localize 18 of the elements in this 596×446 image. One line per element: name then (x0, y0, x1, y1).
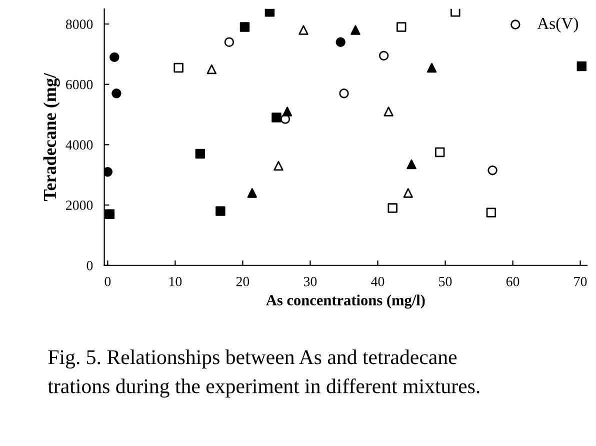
y-tick-label: 2000 (66, 200, 93, 210)
x-tick-label: 50 (439, 276, 452, 286)
x-tick-label: 60 (506, 276, 520, 286)
y-axis-title: Teradecane (mg/ (43, 72, 60, 201)
y-tick-label: 4000 (66, 140, 93, 150)
x-tick-label: 70 (574, 276, 587, 286)
x-axis-title: As concentrations (mg/l) (266, 294, 425, 309)
x-tick-label: 30 (304, 276, 317, 286)
x-tick-label: 20 (236, 276, 250, 286)
legend-label: As(V) (537, 17, 578, 32)
x-tick-label: 40 (371, 276, 384, 286)
text: trations during the experiment in different mixtures. (48, 378, 480, 398)
y-tick-label: 0 (86, 260, 93, 270)
caption: Fig. 5. Relationships between As and tetradecane (48, 350, 457, 369)
y-tick-label: 8000 (66, 20, 93, 29)
x-tick-label: 10 (169, 276, 182, 286)
y-tick-label: 6000 (66, 80, 93, 90)
x-tick-label: 0 (104, 276, 111, 286)
